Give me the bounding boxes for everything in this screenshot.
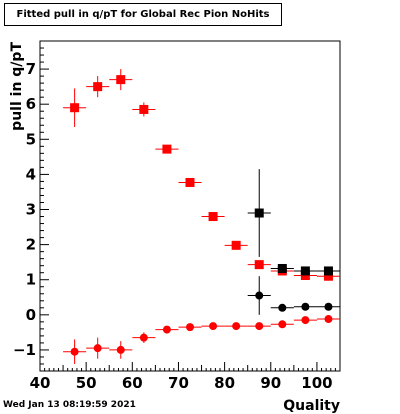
x-tick-label: 50 (76, 374, 97, 392)
axes: 40 50 60 70 80 90 100 −1 0 1 2 3 4 5 6 7 (13, 40, 341, 392)
data-point-circle (301, 316, 310, 325)
data-point-square (93, 82, 103, 92)
data-point-circle (70, 347, 79, 356)
data-point-circle (116, 345, 125, 354)
data-point-circle (93, 344, 102, 353)
data-point-square (139, 104, 149, 114)
x-tick-label: 100 (301, 374, 332, 392)
x-tick-label: 60 (122, 374, 143, 392)
data-point-circle (278, 303, 287, 312)
data-point-circle (324, 302, 333, 311)
data-point-circle (301, 302, 310, 311)
data-point-circle (255, 291, 264, 300)
data-point-circle (232, 322, 241, 331)
x-tick-label: 70 (168, 374, 189, 392)
data-point-circle (186, 323, 194, 332)
y-tick-label: 2 (26, 236, 36, 254)
y-axis-title: pull in q/pT (9, 42, 25, 131)
data-point-circle (209, 322, 218, 331)
data-point-square (162, 144, 172, 154)
y-tick-label: 5 (26, 130, 36, 148)
y-tick-label: −1 (13, 341, 36, 359)
y-tick-label: 6 (26, 95, 36, 113)
data-point-square (323, 266, 333, 276)
x-axis-title: Quality (283, 398, 340, 414)
y-tick-label: 3 (26, 201, 36, 219)
data-point-circle (278, 320, 287, 329)
chart-title: Fitted pull in q/pT for Global Rec Pion … (4, 3, 282, 26)
timestamp: Wed Jan 13 08:19:59 2021 (3, 400, 136, 410)
data-point-square (277, 263, 287, 273)
data-point-square (231, 240, 241, 250)
data-point-square (116, 75, 126, 85)
y-tick-label: 4 (26, 165, 36, 183)
data-point-circle (324, 315, 333, 324)
y-tick-label: 1 (26, 271, 36, 289)
x-tick-label: 80 (214, 374, 235, 392)
data-point-square (185, 177, 195, 187)
data-point-square (208, 212, 218, 222)
x-tick-label: 40 (30, 374, 51, 392)
data-point-square (323, 271, 333, 281)
data-point-square (70, 103, 80, 113)
data-point-square (254, 208, 264, 218)
data-point-circle (255, 322, 264, 331)
data-marks (63, 69, 340, 364)
data-point-circle (139, 333, 148, 342)
data-point-circle (162, 325, 171, 334)
data-point-square (254, 260, 264, 270)
y-tick-label: 7 (26, 60, 36, 78)
y-tick-label: 0 (26, 306, 36, 324)
data-point-square (300, 271, 310, 281)
data-point-square (300, 266, 310, 276)
x-tick-label: 90 (260, 374, 281, 392)
plot-frame (39, 40, 341, 372)
